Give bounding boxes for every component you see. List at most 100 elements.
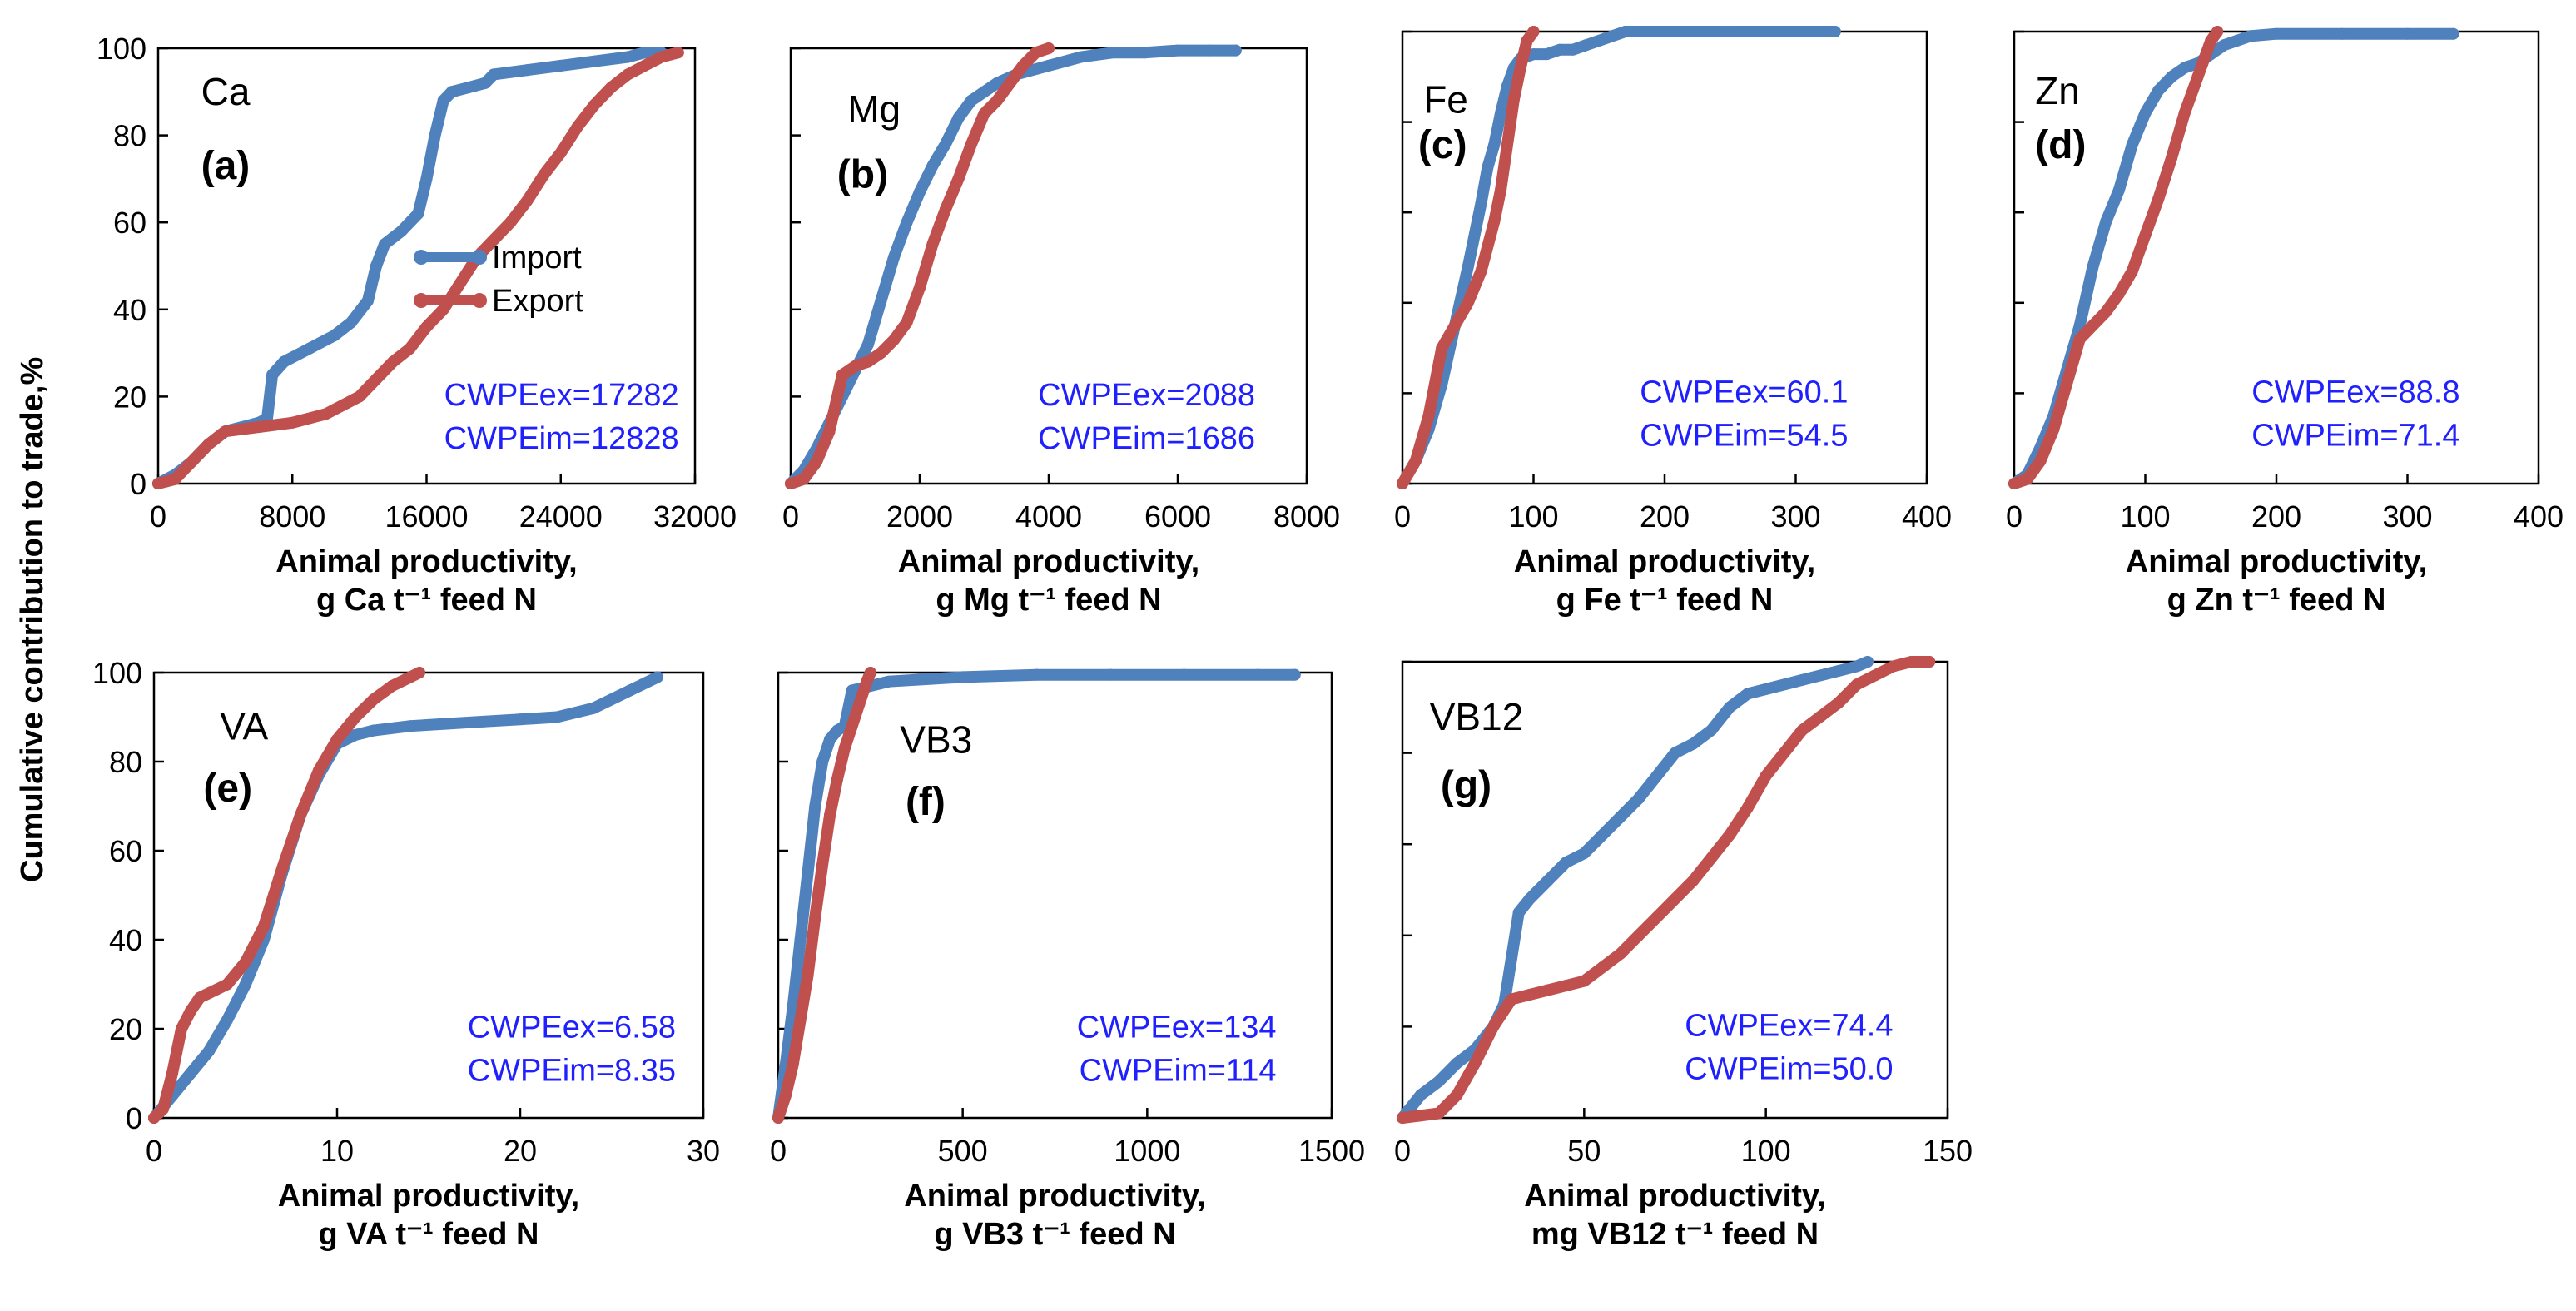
data-point-export — [368, 693, 380, 706]
data-point-export — [571, 121, 583, 133]
data-point-export — [2034, 454, 2047, 467]
data-point-import — [787, 1001, 799, 1013]
data-point-export — [1521, 34, 1533, 47]
data-point-export — [186, 455, 198, 468]
data-point-export — [772, 1112, 784, 1124]
data-point-export — [1043, 42, 1055, 54]
x-tick-label: 200 — [1640, 499, 1690, 534]
data-point-import — [221, 1014, 233, 1026]
data-point-import — [412, 207, 424, 220]
y-tick-label: 100 — [92, 656, 142, 690]
data-point-export — [861, 675, 873, 688]
data-point-export — [169, 473, 181, 485]
data-point-import — [862, 338, 874, 350]
chart-title: VA — [220, 704, 268, 747]
x-tick-label: 6000 — [1144, 499, 1211, 534]
data-point-import — [462, 82, 474, 94]
data-point-export — [1449, 319, 1461, 331]
x-tick-label: 8000 — [1273, 499, 1340, 534]
data-point-export — [2211, 26, 2224, 37]
data-point-export — [1501, 138, 1513, 151]
data-point-export — [2021, 473, 2033, 485]
x-tick-label: 16000 — [385, 499, 468, 534]
data-point-import — [278, 355, 290, 368]
data-point-import — [1554, 43, 1566, 56]
data-point-export — [353, 390, 365, 403]
data-point-import — [1527, 48, 1540, 61]
data-point-import — [1789, 26, 1802, 37]
x-tick-label: 500 — [938, 1134, 988, 1168]
data-point-export — [1923, 656, 1936, 668]
x-axis-label-line1: Animal productivity, — [278, 1179, 579, 1214]
data-point-export — [952, 172, 965, 185]
x-tick-label: 200 — [2251, 499, 2301, 534]
data-point-import — [1482, 161, 1494, 173]
data-point-import — [914, 186, 926, 198]
chart-svg-va: 0 20 40 60 80 100 0 10 20 30 Animal productivity,g… — [92, 656, 720, 1252]
data-point-import — [1850, 660, 1863, 673]
x-axis-label-line2: g Zn t⁻¹ feed N — [2167, 583, 2386, 618]
plot-frame — [156, 47, 697, 485]
data-point-import — [1204, 44, 1216, 57]
annotation-cwpe-ex: CWPEex=6.58 — [468, 1011, 676, 1045]
x-tick-label: 32000 — [653, 499, 737, 534]
data-point-import — [1580, 39, 1592, 52]
data-point-import — [652, 671, 663, 683]
annotation-cwpe-ex: CWPEex=17282 — [444, 378, 679, 413]
annotation-cwpe-ex: CWPEex=60.1 — [1640, 375, 1848, 410]
data-point-import — [185, 1067, 196, 1080]
data-point-export — [672, 47, 684, 59]
data-point-export — [1488, 216, 1501, 228]
data-point-export — [787, 1058, 799, 1070]
y-tick-label: 60 — [109, 834, 142, 868]
y-tick-label: 20 — [113, 380, 146, 414]
data-point-export — [185, 1005, 196, 1017]
data-point-export — [1475, 265, 1487, 277]
data-point-import — [1139, 47, 1152, 59]
data-point-export — [276, 862, 288, 875]
data-point-import — [361, 295, 374, 307]
x-tick-label: 0 — [1394, 499, 1411, 534]
data-point-export — [166, 1067, 178, 1080]
data-point-export — [1687, 875, 1700, 887]
x-tick-label: 400 — [1902, 499, 1952, 534]
data-point-export — [622, 68, 634, 81]
x-tick-label: 0 — [150, 499, 166, 534]
data-point-export — [1451, 1089, 1463, 1101]
x-axis-label-line1: Animal productivity, — [904, 1179, 1205, 1214]
data-point-export — [1004, 77, 1016, 89]
data-point-export — [405, 671, 416, 683]
data-point-export — [1615, 947, 1626, 960]
x-tick-label: 50 — [1567, 1134, 1601, 1168]
data-point-export — [2166, 152, 2177, 165]
data-point-export — [836, 369, 848, 381]
data-point-import — [991, 77, 1003, 89]
data-point-export — [2139, 229, 2152, 241]
chart-svg-mg: 0 2000 4000 6000 8000 Animal productivity, g M… — [782, 42, 1340, 618]
chart-panel-ca: 0 20 40 60 80 100 0 8000 16000 24000 32000 Animal p… — [97, 32, 737, 618]
data-point-import — [1659, 26, 1670, 37]
data-point-export — [2113, 287, 2125, 300]
legend-marker-export — [414, 293, 429, 309]
data-point-export — [2073, 333, 2086, 345]
x-axis-label-line1: Animal productivity, — [275, 544, 577, 579]
chart-title: Zn — [2035, 69, 2080, 112]
data-point-export — [414, 667, 425, 678]
data-point-import — [1506, 952, 1517, 965]
data-point-export — [2087, 319, 2099, 331]
data-point-import — [1705, 724, 1718, 737]
data-point-export — [521, 195, 534, 207]
data-point-import — [920, 673, 932, 686]
data-point-export — [219, 425, 231, 438]
data-point-import — [1615, 811, 1626, 823]
data-point-import — [965, 94, 977, 107]
chart-title: Mg — [847, 87, 901, 131]
data-point-import — [1833, 664, 1844, 677]
series-line-import — [2008, 27, 2459, 489]
x-tick-label: 30 — [687, 1134, 720, 1168]
data-point-import — [622, 51, 634, 63]
chart-panel-va: 0 20 40 60 80 100 0 10 20 30 Animal productivity, g… — [92, 656, 720, 1252]
legend-marker-export — [472, 293, 488, 309]
data-point-export — [350, 711, 361, 723]
x-axis-label-line2: g VA t⁻¹ feed N — [319, 1217, 539, 1252]
